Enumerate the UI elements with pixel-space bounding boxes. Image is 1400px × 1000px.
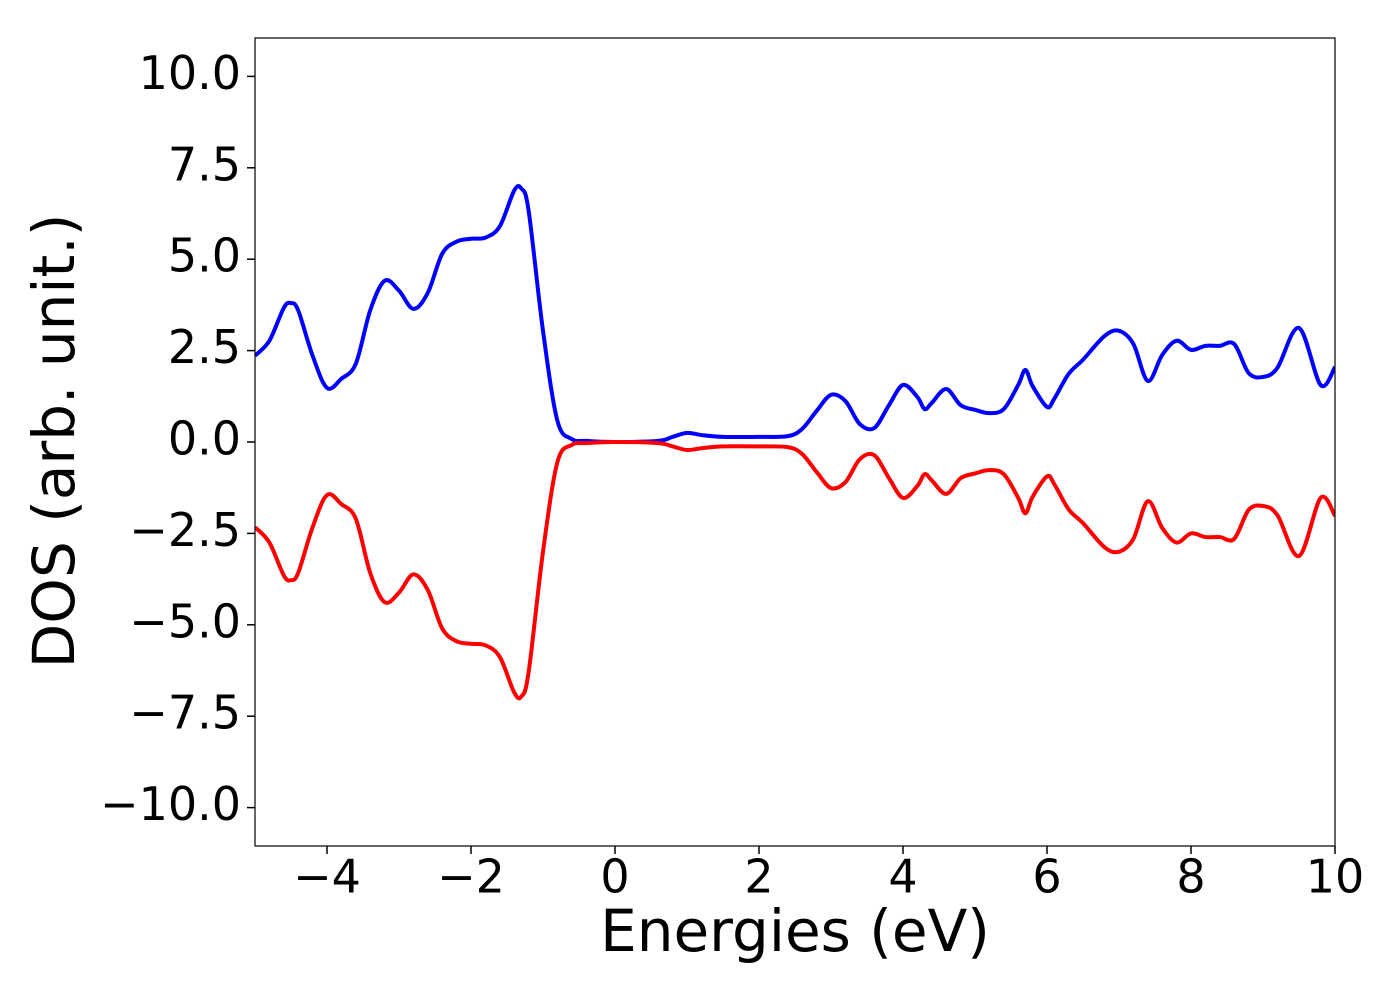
x-tick-label: −4	[293, 850, 361, 904]
x-tick-label: 0	[600, 850, 629, 904]
y-tick-label: 0.0	[168, 412, 241, 466]
y-tick-label: 10.0	[139, 46, 241, 100]
y-tick-label: −7.5	[129, 686, 241, 740]
x-tick-label: 4	[888, 850, 917, 904]
y-tick-label: 2.5	[168, 320, 241, 374]
y-tick-label: −10.0	[100, 777, 241, 831]
x-tick-label: 10	[1306, 850, 1365, 904]
x-tick-label: 8	[1176, 850, 1205, 904]
x-axis-label: Energies (eV)	[600, 897, 990, 965]
line-series	[255, 183, 1335, 445]
x-tick-label: −2	[437, 850, 505, 904]
line-series	[255, 439, 1335, 701]
x-tick-label: 2	[744, 850, 773, 904]
y-tick-label: 7.5	[168, 137, 241, 191]
plot-frame	[254, 37, 1336, 847]
y-tick-label: 5.0	[168, 229, 241, 283]
x-tick-label: 6	[1032, 850, 1061, 904]
y-axis-label: DOS (arb. unit.)	[20, 214, 88, 669]
y-tick-label: −5.0	[129, 594, 241, 648]
y-tick-label: −2.5	[129, 503, 241, 557]
